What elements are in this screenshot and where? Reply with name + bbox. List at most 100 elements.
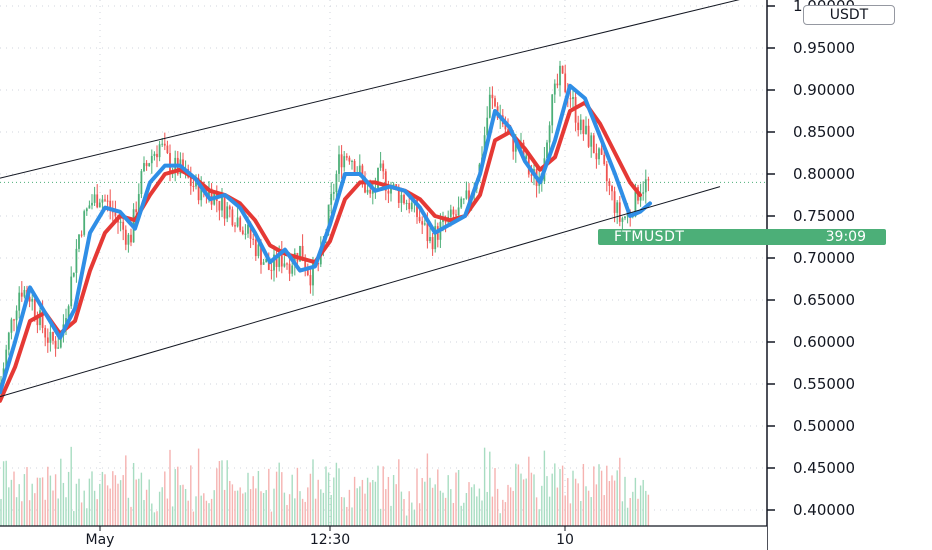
volume-bar (75, 483, 78, 526)
volume-bar (244, 492, 247, 526)
candle-body (572, 97, 574, 100)
volume-bar (418, 503, 421, 526)
volume-bar (590, 497, 592, 526)
candle-body (530, 174, 533, 176)
candle-body (262, 262, 265, 265)
candle-body (301, 245, 304, 261)
candle-body (166, 145, 169, 154)
candle-body (80, 234, 83, 236)
volume-bar (148, 479, 150, 526)
currency-badge[interactable]: USDT (803, 5, 895, 25)
candle-body (145, 163, 148, 167)
volume-bar (580, 501, 582, 526)
candle-body (332, 192, 335, 194)
candle-body (605, 164, 608, 182)
volume-bar (91, 471, 93, 526)
volume-bar (236, 490, 239, 526)
volume-bar (44, 499, 46, 526)
candlesticks (0, 60, 650, 390)
candle-body (579, 119, 582, 131)
candle-body (41, 310, 44, 328)
candle-body (140, 171, 143, 195)
candle-body (98, 202, 101, 208)
volume-bar (187, 500, 189, 526)
volume-bar (101, 471, 104, 526)
candle-body (462, 198, 465, 200)
volume-bar (379, 508, 382, 526)
volume-bar (528, 456, 530, 526)
volume-bar (281, 472, 283, 526)
candle-body (410, 202, 413, 210)
candle-body (379, 163, 382, 168)
candle-body (210, 188, 213, 205)
volume-bar (203, 493, 205, 526)
volume-bar (338, 468, 340, 526)
volume-bar (278, 462, 280, 526)
candle-body (423, 223, 426, 225)
candle-body (590, 135, 593, 147)
candle-body (291, 265, 294, 274)
volume-bar (80, 502, 83, 526)
volume-bar (554, 463, 556, 526)
volume-bar (629, 497, 631, 526)
candle-body (366, 189, 369, 193)
time-tick-label: 12:30 (310, 532, 350, 548)
volume-bar (127, 497, 130, 526)
candle-body (114, 212, 117, 216)
price-tick-label: 0.95000 (793, 39, 855, 57)
price-tick-label: 0.80000 (793, 165, 855, 183)
candle-body (106, 200, 109, 202)
candle-body (338, 154, 340, 174)
volume-bar (364, 493, 366, 526)
volume-bar (468, 482, 470, 526)
candle-body (525, 155, 528, 159)
volume-bar (567, 478, 569, 526)
volume-bar (377, 465, 379, 526)
volume-bar (2, 461, 5, 526)
candle-body (124, 229, 127, 245)
candle-body (416, 199, 418, 218)
candle-body (288, 263, 291, 274)
volume-bar (130, 506, 132, 526)
candle-body (70, 276, 73, 307)
candle-body (197, 178, 200, 201)
candle-body (286, 263, 288, 265)
volume-bar (348, 489, 351, 526)
volume-bar (60, 458, 62, 526)
volume-bar (242, 493, 244, 526)
candle-body (33, 298, 36, 317)
volume-bar (637, 498, 639, 526)
candle-body (431, 237, 434, 250)
candle-body (457, 207, 460, 216)
volume-bar (10, 479, 13, 526)
volume-bar (356, 488, 358, 526)
time-tick-label: 10 (556, 532, 574, 548)
volume-bar (257, 470, 260, 526)
volume-bar (70, 446, 72, 526)
price-axis[interactable]: 0.40000 0.45000 0.50000 0.55000 0.60000 0.650… (766, 0, 932, 550)
candle-body (122, 221, 125, 230)
candle-body (434, 226, 437, 250)
volume-bar (434, 484, 436, 526)
volume-bar (624, 476, 626, 526)
volume-bar (197, 448, 200, 526)
time-axis[interactable]: May 12:30 10 (0, 525, 767, 550)
candle-body (538, 182, 541, 186)
candle-body (278, 250, 281, 267)
volume-bar (325, 466, 327, 526)
volume-bar (36, 477, 39, 526)
volume-bar (330, 494, 332, 526)
volume-bar (543, 450, 546, 526)
candle-body (600, 148, 603, 155)
candle-body (59, 335, 62, 348)
candle-body (397, 187, 400, 203)
candle-body (18, 292, 21, 311)
candle-body (109, 200, 112, 209)
volume-bar (106, 485, 109, 526)
volume-bar (476, 496, 478, 526)
candle-body (137, 194, 140, 213)
volume-bar (26, 467, 28, 526)
volume-bar (369, 482, 371, 526)
candle-body (299, 245, 301, 262)
